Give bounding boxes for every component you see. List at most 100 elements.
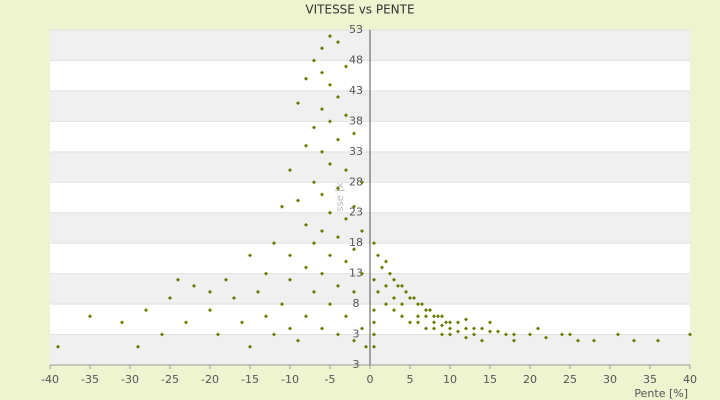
point — [464, 326, 468, 331]
point — [288, 326, 292, 331]
point — [192, 283, 196, 288]
point — [264, 271, 268, 276]
point — [420, 302, 424, 307]
point — [336, 186, 340, 191]
point — [448, 332, 452, 337]
y-axis-label: Vitesse [km/h] — [335, 159, 346, 231]
point — [424, 326, 428, 331]
point — [440, 314, 444, 319]
point — [616, 332, 620, 337]
point — [208, 308, 212, 313]
point — [464, 335, 468, 340]
point — [396, 283, 400, 288]
point — [496, 329, 500, 334]
point — [320, 107, 324, 112]
x-tick-label: -10 — [281, 373, 299, 386]
point — [136, 344, 140, 349]
point — [400, 302, 404, 307]
point — [184, 320, 188, 325]
y-tick-label: 3 — [353, 328, 360, 341]
point — [288, 253, 292, 258]
point — [312, 125, 316, 130]
point — [336, 332, 340, 337]
point — [440, 332, 444, 337]
y-tick-label: 48 — [349, 53, 363, 66]
x-tick-label: 10 — [443, 373, 457, 386]
point — [372, 344, 376, 349]
point — [352, 204, 356, 209]
point — [372, 332, 376, 337]
point — [512, 338, 516, 343]
x-tick-label: 0 — [367, 373, 374, 386]
point — [328, 210, 332, 215]
point — [296, 101, 300, 106]
point — [320, 149, 324, 154]
x-tick-label: 5 — [407, 373, 414, 386]
point — [424, 308, 428, 313]
point — [312, 241, 316, 246]
point — [360, 271, 364, 276]
point — [456, 320, 460, 325]
point — [592, 338, 596, 343]
y-tick-label: 13 — [349, 267, 363, 280]
point — [448, 326, 452, 331]
point — [372, 241, 376, 246]
point — [528, 332, 532, 337]
point — [320, 271, 324, 276]
point — [352, 247, 356, 252]
chart-title: VITESSE vs PENTE — [305, 3, 414, 17]
x-tick-label: -15 — [241, 373, 259, 386]
point — [412, 296, 416, 300]
point — [304, 314, 308, 319]
point — [224, 277, 228, 282]
point — [472, 332, 476, 337]
point — [464, 317, 468, 322]
point — [372, 308, 376, 313]
point — [176, 277, 180, 282]
point — [320, 192, 324, 197]
point — [304, 143, 308, 148]
point — [88, 314, 92, 319]
x-tick-label: 35 — [643, 373, 657, 386]
point — [488, 329, 492, 334]
point — [428, 308, 432, 313]
point — [440, 323, 444, 328]
point — [688, 332, 692, 337]
y-tick-label: 33 — [349, 145, 363, 158]
point — [488, 320, 492, 325]
point — [280, 302, 284, 307]
point — [388, 271, 392, 276]
point — [536, 326, 540, 331]
point — [336, 137, 340, 142]
point — [416, 314, 420, 319]
point — [632, 338, 636, 343]
y-tick-label: 28 — [349, 175, 363, 188]
point — [120, 320, 124, 325]
point — [480, 338, 484, 343]
point — [472, 326, 476, 331]
point — [344, 64, 348, 69]
x-tick-label: 20 — [523, 373, 537, 386]
point — [296, 338, 300, 343]
x-tick-label: 30 — [603, 373, 617, 386]
point — [448, 320, 452, 325]
point — [360, 229, 364, 233]
point — [272, 241, 276, 246]
point — [168, 296, 172, 300]
point — [320, 326, 324, 331]
point — [376, 253, 380, 258]
y-tick-label: 53 — [349, 23, 363, 36]
point — [432, 320, 436, 325]
point — [352, 338, 356, 343]
point — [328, 253, 332, 258]
x-tick-label: -35 — [81, 373, 99, 386]
point — [232, 296, 236, 300]
point — [248, 344, 252, 349]
point — [304, 76, 308, 81]
point — [208, 289, 212, 294]
point — [392, 277, 396, 282]
point — [480, 326, 484, 331]
point — [416, 320, 420, 325]
x-tick-label: -25 — [161, 373, 179, 386]
